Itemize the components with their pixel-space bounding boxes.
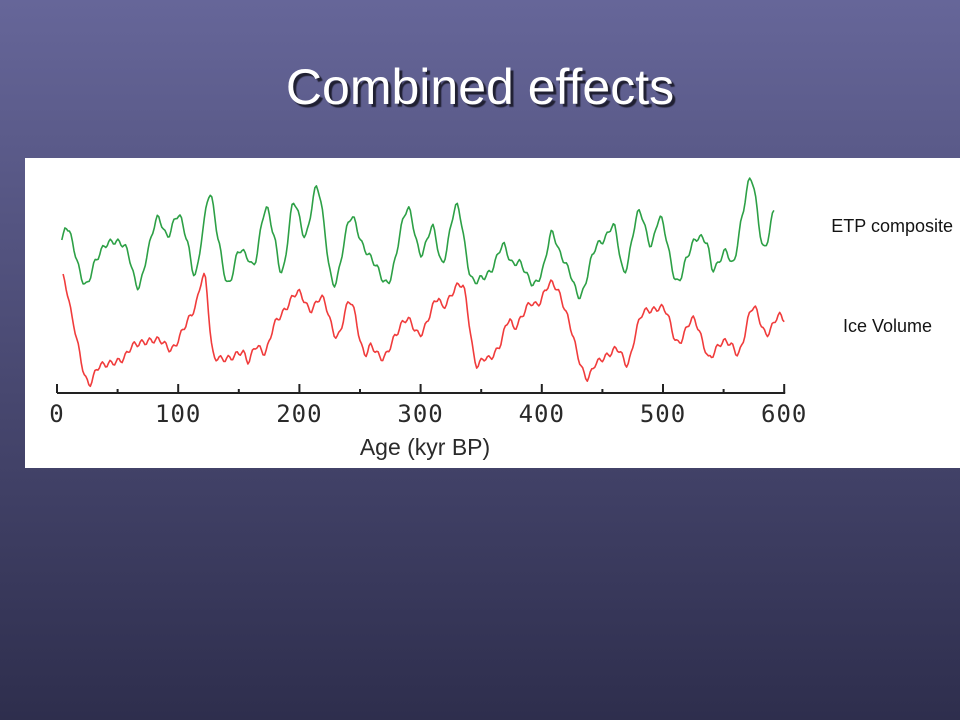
slide-title: Combined effects (285, 59, 675, 115)
combined-effects-chart (56, 177, 786, 394)
x-tick-label-0: 0 (49, 400, 65, 428)
legend-label-ice-volume: Ice Volume (842, 316, 932, 336)
x-tick-label-300: 300 (397, 400, 444, 428)
x-axis-title: Age (kyr BP) (359, 434, 491, 460)
x-axis (56, 384, 786, 394)
x-tick-label-200: 200 (276, 400, 323, 428)
x-tick-label-400: 400 (518, 400, 565, 428)
x-tick-label-500: 500 (639, 400, 687, 428)
x-tick-label-600: 600 (761, 400, 808, 428)
chart-panel: ETP composite Ice Volume 0 100 200 300 400 50… (25, 158, 960, 468)
x-tick-label-100: 100 (155, 400, 202, 428)
chart-curves (61, 177, 785, 388)
legend-label-etp-composite: ETP composite (831, 216, 953, 236)
